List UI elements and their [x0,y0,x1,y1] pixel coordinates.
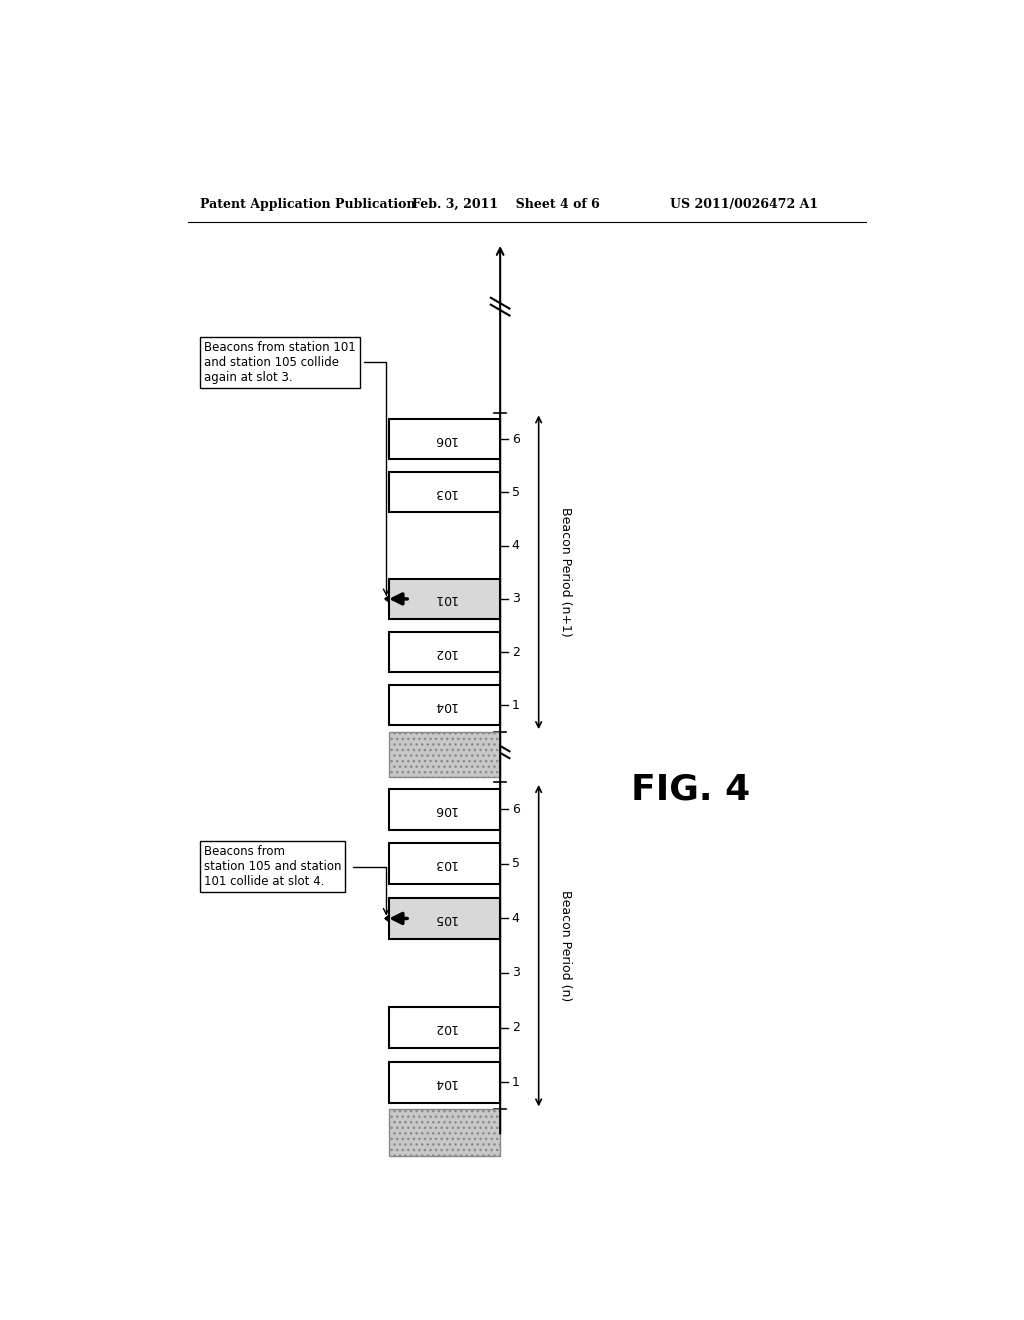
Bar [388,685,500,726]
Bar [388,898,500,939]
Text: 4: 4 [512,912,519,925]
Text: 106: 106 [432,433,457,446]
Text: 5: 5 [512,486,520,499]
Text: 103: 103 [432,858,457,870]
Bar [388,1007,500,1048]
Text: Beacons from
station 105 and station
101 collide at slot 4.: Beacons from station 105 and station 101… [204,845,341,888]
Text: Beacon Period (n): Beacon Period (n) [559,890,572,1002]
Text: 104: 104 [432,1076,457,1089]
Text: 105: 105 [432,912,457,925]
Text: 5: 5 [512,858,520,870]
Text: 101: 101 [432,593,457,606]
Text: 2: 2 [512,645,519,659]
Bar [388,420,500,459]
Text: 106: 106 [432,803,457,816]
Text: 3: 3 [512,966,519,979]
Bar [388,1061,500,1102]
Text: FIG. 4: FIG. 4 [631,772,751,807]
Text: 6: 6 [512,433,519,446]
Text: Beacons from station 101
and station 105 collide
again at slot 3.: Beacons from station 101 and station 105… [204,341,355,384]
Bar [388,579,500,619]
Text: 3: 3 [512,593,519,606]
Text: 6: 6 [512,803,519,816]
Bar [388,632,500,672]
Text: 4: 4 [512,539,519,552]
Bar [388,733,500,777]
Text: Beacon Period (n+1): Beacon Period (n+1) [559,507,572,638]
Text: 1: 1 [512,698,519,711]
Bar [388,473,500,512]
Text: 104: 104 [432,698,457,711]
Text: US 2011/0026472 A1: US 2011/0026472 A1 [670,198,818,211]
Text: 2: 2 [512,1022,519,1034]
Text: Feb. 3, 2011    Sheet 4 of 6: Feb. 3, 2011 Sheet 4 of 6 [412,198,599,211]
Text: Patent Application Publication: Patent Application Publication [200,198,416,211]
Bar [388,1109,500,1156]
Bar [388,789,500,830]
Text: 1: 1 [512,1076,519,1089]
Bar [388,843,500,884]
Text: 102: 102 [432,645,457,659]
Text: 102: 102 [432,1022,457,1034]
Text: 103: 103 [432,486,457,499]
